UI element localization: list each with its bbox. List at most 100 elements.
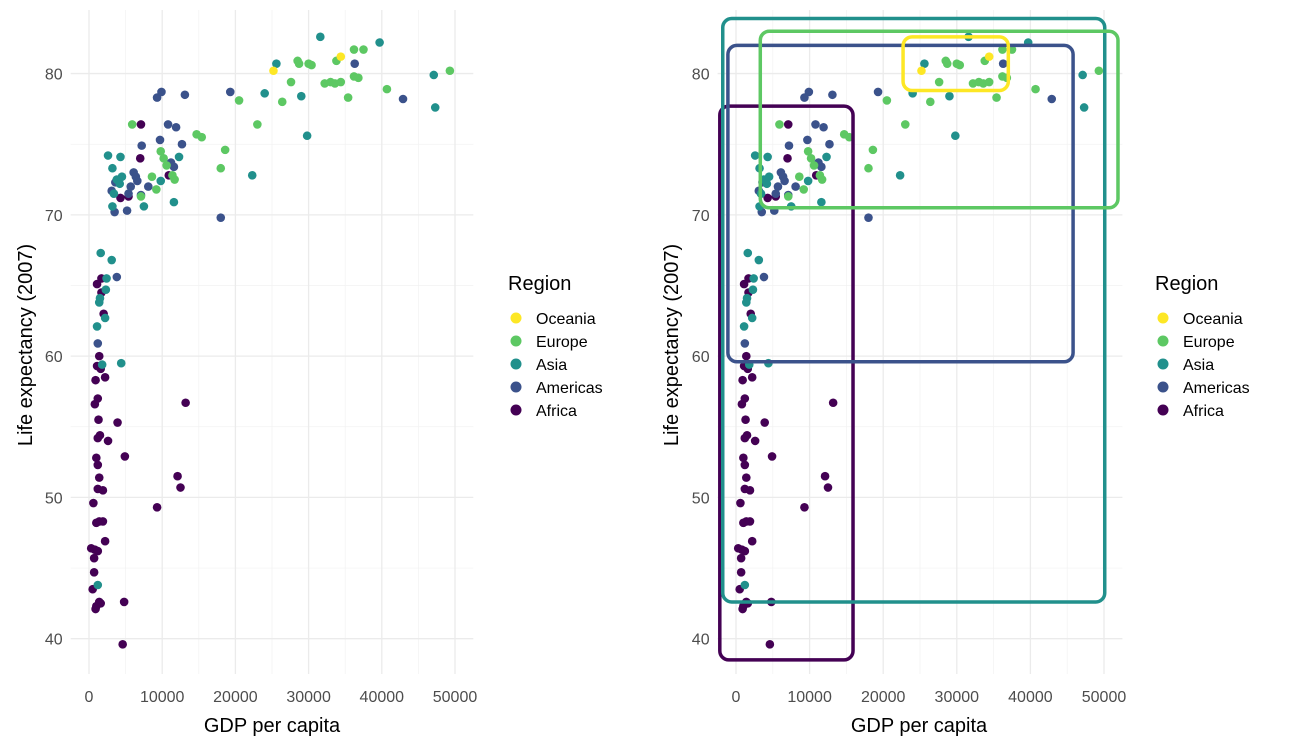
data-point-europe [152, 185, 161, 194]
data-point-asia [920, 59, 929, 68]
data-point-asia [174, 152, 184, 162]
data-point-europe [1031, 84, 1040, 94]
data-point-americas [791, 182, 800, 191]
data-point-americas [143, 182, 153, 191]
data-point-europe [127, 120, 137, 129]
right-y-axis-title: Life expectancy (2007) [661, 244, 683, 446]
data-point-africa [750, 436, 760, 446]
legend-label-africa: Africa [1183, 403, 1224, 420]
data-point-asia [429, 70, 439, 80]
data-point-africa [736, 553, 746, 563]
data-point-africa [738, 604, 747, 614]
x-tick-label: 30000 [286, 689, 331, 706]
legend-key-europe [510, 335, 522, 347]
data-point-oceania [336, 52, 346, 61]
data-point-asia [302, 131, 312, 141]
left-y-axis-title: Life expectancy (2007) [15, 244, 37, 446]
data-point-africa [737, 399, 747, 409]
data-point-europe [934, 77, 944, 87]
data-point-asia [103, 151, 113, 160]
legend-key-oceania [1157, 312, 1169, 324]
data-point-europe [868, 145, 878, 155]
data-point-africa [767, 452, 777, 461]
left-y-ticks: 40 50 60 70 80 [45, 67, 63, 649]
legend-label-europe: Europe [536, 334, 588, 351]
data-point-americas [771, 189, 781, 198]
data-point-africa [828, 398, 838, 408]
data-point-asia [296, 91, 306, 101]
data-point-africa [116, 193, 125, 203]
data-point-asia [316, 32, 325, 42]
data-point-asia [156, 176, 166, 186]
data-point-americas [398, 94, 408, 104]
data-point-europe [147, 172, 157, 182]
data-point-europe [156, 146, 166, 156]
data-point-africa [113, 418, 122, 427]
data-point-africa [740, 460, 750, 470]
data-point-europe [817, 175, 827, 184]
data-point-americas [804, 87, 814, 97]
data-point-americas [759, 272, 769, 282]
right-y-ticks: 40 50 60 70 80 [692, 67, 710, 649]
data-point-europe [809, 161, 819, 170]
data-point-africa [736, 567, 746, 577]
data-point-americas [873, 87, 883, 97]
data-point-africa [90, 399, 100, 409]
data-point-americas [803, 135, 812, 145]
data-point-europe [775, 120, 784, 129]
legend-key-europe [1157, 335, 1169, 347]
y-tick-label: 60 [692, 349, 710, 366]
data-point-americas [998, 59, 1008, 68]
data-point-africa [741, 415, 750, 425]
data-point-europe [998, 45, 1007, 54]
data-point-americas [163, 120, 173, 129]
x-tick-label: 20000 [213, 689, 258, 706]
data-point-europe [170, 175, 179, 184]
right-points [733, 32, 1104, 649]
data-point-asia [763, 152, 772, 162]
legend-key-asia [1157, 358, 1169, 370]
data-point-europe [783, 192, 793, 201]
left-legend-title: Region [508, 273, 571, 295]
data-point-asia [754, 255, 764, 265]
data-point-asia [748, 285, 758, 295]
data-point-africa [91, 375, 100, 385]
region-box-asia [721, 16, 1107, 604]
data-point-americas [180, 90, 190, 100]
data-point-europe [354, 73, 363, 83]
data-point-africa [92, 453, 101, 463]
data-point-africa [745, 517, 755, 526]
x-tick-label: 40000 [1008, 689, 1053, 706]
data-point-asia [945, 91, 954, 101]
data-point-americas [124, 189, 133, 198]
left-legend: Region Oceania Europe Asia Americas Africa [508, 273, 603, 420]
data-point-africa [89, 498, 98, 508]
legend-label-europe: Europe [1183, 334, 1235, 351]
data-point-asia [803, 176, 813, 186]
data-point-asia [822, 152, 831, 162]
x-tick-label: 0 [85, 689, 94, 706]
right-legend-items: Oceania Europe Asia Americas Africa [1157, 311, 1250, 420]
data-point-asia [1079, 103, 1089, 112]
data-point-europe [882, 96, 892, 105]
left-panel: 0 10000 20000 30000 40000 50000 40 50 60 70 80 GD… [15, 10, 603, 737]
data-point-asia [742, 298, 751, 307]
data-point-asia [107, 255, 116, 265]
data-point-africa [103, 436, 113, 446]
data-point-africa [98, 486, 108, 495]
data-point-americas [811, 120, 820, 129]
data-point-africa [765, 640, 775, 649]
x-tick-label: 10000 [140, 689, 185, 706]
data-point-asia [762, 179, 772, 189]
data-point-africa [92, 279, 102, 289]
x-tick-label: 20000 [861, 689, 906, 706]
legend-key-americas [1157, 381, 1169, 393]
data-point-americas [137, 141, 147, 150]
data-point-africa [119, 597, 129, 607]
data-point-europe [286, 77, 296, 87]
y-tick-label: 80 [45, 67, 63, 84]
legend-label-asia: Asia [1183, 357, 1214, 374]
data-point-europe [162, 161, 171, 170]
data-point-africa [760, 418, 770, 427]
